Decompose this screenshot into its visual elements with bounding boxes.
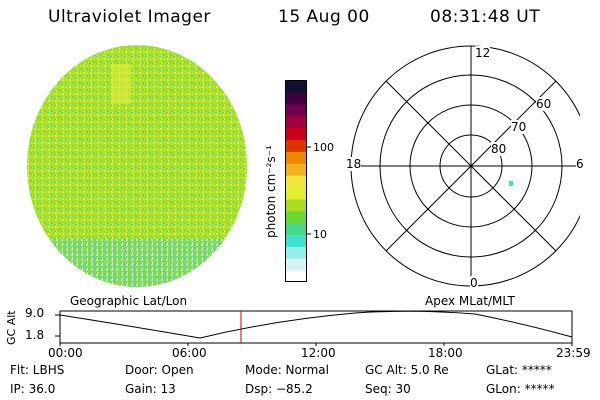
date-label: 15 Aug 00 [278,7,370,27]
mode-info: Mode: Normal [245,363,329,377]
colorbar-segment [285,139,307,152]
geo-latlon-title: Geographic Lat/Lon [70,294,188,308]
ip-info: IP: 36.0 [10,382,56,396]
colorbar [285,80,307,282]
colorbar-segment [285,91,307,105]
colorbar-segment [285,198,307,212]
colorbar-segment [285,127,307,141]
colorbar-segment [285,234,307,247]
colorbar-tick-10: 10 [313,228,327,241]
mlat-label-60: 60 [536,97,552,111]
colorbar-segment [285,186,307,200]
polar-grid [350,45,580,287]
colorbar-segment [285,163,307,176]
colorbar-segment [285,270,307,282]
colorbar-unit-label: photon cm⁻²s⁻¹ [264,145,278,238]
colorbar-segment [285,115,307,129]
mlt-label-0: 0 [470,276,478,290]
gc-alt-axis-label: GC Alt [5,310,18,345]
apex-mlat-title: Apex MLat/MLT [425,294,515,308]
mlat-label-80: 80 [491,142,507,156]
mlat-label-70: 70 [511,120,527,134]
dsp-info: Dsp: −85.2 [245,382,313,396]
mlt-label-6: 6 [576,157,584,171]
gc-alt-info: GC Alt: 5.0 Re [365,363,449,377]
x-tick-0600: 06:00 [172,346,207,360]
colorbar-segment [285,222,307,236]
glat-info: GLat: ***** [486,363,552,377]
gc-alt-max: 9.0 [25,306,45,320]
polar-spot [509,181,513,186]
colorbar-segment [285,151,307,164]
colorbar-segment [285,258,307,271]
x-tick-1200: 12:00 [301,346,336,360]
colorbar-tick-100: 100 [313,141,334,154]
gc-alt-curve [59,310,573,339]
colorbar-segment [285,210,307,224]
gain-info: Gain: 13 [125,382,176,396]
time-label: 08:31:48 UT [430,7,541,27]
instrument-title: Ultraviolet Imager [48,7,211,27]
colorbar-segment [285,246,307,259]
filter-info: Flt: LBHS [10,363,65,377]
door-info: Door: Open [125,363,194,377]
gc-alt-min: 1.8 [25,328,45,342]
colorbar-segment [285,80,307,93]
x-tick-2359: 23:59 [556,346,591,360]
colorbar-ticks [306,146,311,235]
x-tick-0000: 00:00 [48,346,83,360]
colorbar-segment [285,103,307,117]
mlt-label-18: 18 [346,157,362,171]
glon-info: GLon: ***** [486,382,555,396]
colorbar-border [285,80,307,282]
uv-image [27,45,247,287]
orbit-plot [55,310,573,346]
polar-diagonal-2 [385,80,557,252]
seq-info: Seq: 30 [365,382,411,396]
x-tick-1800: 18:00 [428,346,463,360]
mlt-label-12: 12 [475,46,491,60]
colorbar-segment [285,175,307,188]
